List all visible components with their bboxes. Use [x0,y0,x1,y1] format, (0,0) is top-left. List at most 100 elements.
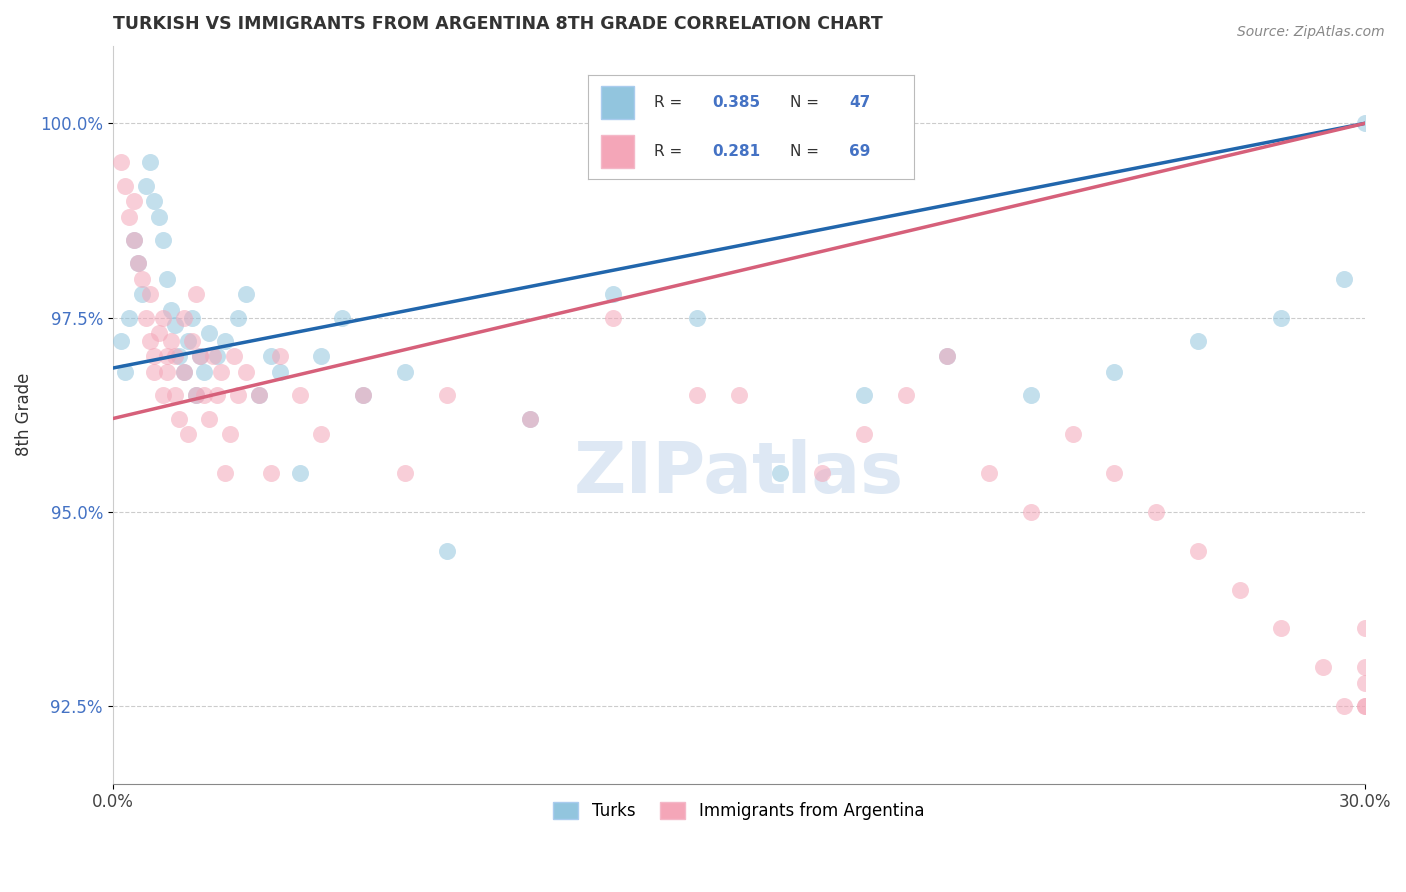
Legend: Turks, Immigrants from Argentina: Turks, Immigrants from Argentina [547,796,931,827]
Point [686,388,709,402]
Point [1270,310,1292,325]
Point [152,388,174,402]
Point [165,350,187,364]
Point [118,310,141,325]
Point [1354,699,1376,714]
Point [197,326,219,340]
Point [186,388,208,402]
Point [148,326,170,340]
Point [188,350,211,364]
Point [686,310,709,325]
Point [165,388,187,402]
Point [727,388,749,402]
Point [1229,582,1251,597]
Point [1354,675,1376,690]
Point [235,287,257,301]
Point [852,388,875,402]
Point [214,466,236,480]
Point [205,350,228,364]
Point [290,388,312,402]
Point [269,365,291,379]
Point [173,365,195,379]
Point [193,365,215,379]
Point [290,466,312,480]
Point [1019,388,1042,402]
Point [181,310,204,325]
Point [394,365,416,379]
Point [127,256,149,270]
Point [135,310,157,325]
Point [894,388,917,402]
Point [1187,334,1209,348]
Point [214,334,236,348]
Point [173,310,195,325]
Point [1104,466,1126,480]
Point [156,365,179,379]
Point [177,427,200,442]
Point [936,350,959,364]
Point [936,350,959,364]
Point [114,178,136,193]
Point [114,365,136,379]
Point [226,388,249,402]
Point [519,411,541,425]
Point [260,466,283,480]
Point [226,310,249,325]
Y-axis label: 8th Grade: 8th Grade [15,373,32,457]
Point [122,233,145,247]
Point [260,350,283,364]
Point [131,271,153,285]
Text: ZIPatlas: ZIPatlas [574,439,904,508]
Point [1062,427,1084,442]
Point [169,350,191,364]
Point [1019,505,1042,519]
Point [139,155,162,169]
Point [436,543,458,558]
Point [769,466,792,480]
Point [352,388,374,402]
Point [177,334,200,348]
Point [352,388,374,402]
Point [436,388,458,402]
Point [519,411,541,425]
Point [127,256,149,270]
Point [209,365,232,379]
Point [1354,116,1376,130]
Point [218,427,240,442]
Point [135,178,157,193]
Point [394,466,416,480]
Point [152,233,174,247]
Point [247,388,270,402]
Point [156,350,179,364]
Point [602,310,624,325]
Point [193,388,215,402]
Point [186,388,208,402]
Point [330,310,353,325]
Point [160,334,183,348]
Point [143,194,166,208]
Point [1144,505,1167,519]
Point [1312,660,1334,674]
Point [1187,543,1209,558]
Point [148,210,170,224]
Point [143,365,166,379]
Point [1333,271,1355,285]
Text: TURKISH VS IMMIGRANTS FROM ARGENTINA 8TH GRADE CORRELATION CHART: TURKISH VS IMMIGRANTS FROM ARGENTINA 8TH… [112,15,883,33]
Point [602,287,624,301]
Point [122,194,145,208]
Point [1354,660,1376,674]
Point [139,287,162,301]
Point [186,287,208,301]
Point [173,365,195,379]
Point [311,350,333,364]
Point [143,350,166,364]
Point [852,427,875,442]
Point [269,350,291,364]
Point [110,155,132,169]
Point [197,411,219,425]
Point [165,318,187,333]
Point [1270,621,1292,635]
Point [169,411,191,425]
Point [205,388,228,402]
Point [247,388,270,402]
